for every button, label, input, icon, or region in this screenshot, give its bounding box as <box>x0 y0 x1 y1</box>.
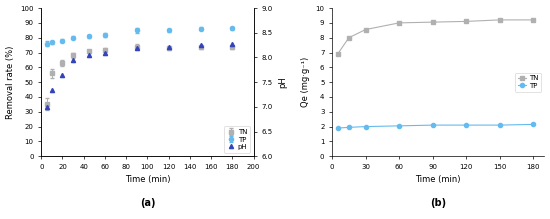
TN <box>362 28 369 31</box>
TN <box>334 53 341 55</box>
Line: TN: TN <box>336 18 535 56</box>
TN <box>396 21 403 24</box>
TP <box>345 126 352 129</box>
Y-axis label: Qe (mg·g⁻¹): Qe (mg·g⁻¹) <box>301 57 310 107</box>
TN <box>497 19 503 21</box>
X-axis label: Time (min): Time (min) <box>416 175 461 184</box>
Y-axis label: pH: pH <box>278 76 287 88</box>
Legend: TN, TP, pH: TN, TP, pH <box>224 126 250 153</box>
Y-axis label: Removal rate (%): Removal rate (%) <box>6 46 14 119</box>
TP <box>530 123 537 126</box>
TN <box>430 21 436 23</box>
TN <box>530 19 537 21</box>
TP <box>362 125 369 128</box>
TP <box>430 124 436 126</box>
X-axis label: Time (min): Time (min) <box>125 175 170 184</box>
Line: TP: TP <box>336 122 535 130</box>
Legend: TN, TP: TN, TP <box>515 73 541 92</box>
TN <box>463 20 470 23</box>
TP <box>334 127 341 129</box>
TN <box>345 36 352 39</box>
TP <box>497 124 503 126</box>
Text: (a): (a) <box>140 198 155 208</box>
TP <box>396 125 403 127</box>
TP <box>463 124 470 126</box>
Text: (b): (b) <box>430 198 447 208</box>
